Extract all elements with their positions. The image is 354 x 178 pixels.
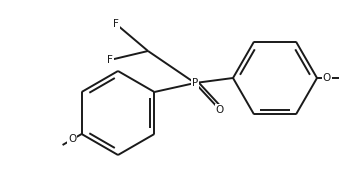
Text: O: O xyxy=(323,73,331,83)
Text: O: O xyxy=(216,105,224,115)
Text: F: F xyxy=(107,55,113,65)
Text: F: F xyxy=(113,19,119,29)
Text: P: P xyxy=(192,78,198,88)
Text: O: O xyxy=(68,135,76,145)
